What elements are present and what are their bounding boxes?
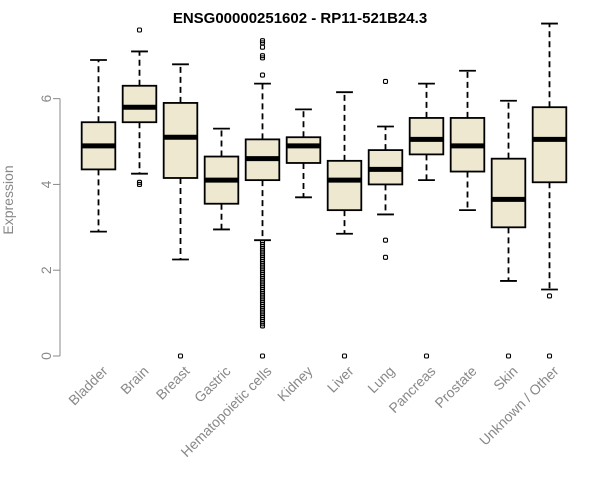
outlier-point (546, 293, 553, 299)
x-tick-label: Lung (364, 363, 397, 396)
box-group (80, 59, 117, 233)
box-group (531, 22, 568, 359)
outlier-point (505, 353, 512, 359)
x-tick-label: Bladder (65, 363, 111, 409)
outlier-point (136, 27, 143, 33)
outlier-point (259, 38, 266, 44)
y-tick-label: 6 (38, 95, 54, 103)
outlier-point (259, 239, 266, 245)
outlier-point (546, 353, 553, 359)
box (531, 106, 568, 184)
outlier-point (382, 78, 389, 85)
box (121, 84, 158, 124)
chart-title: ENSG00000251602 - RP11-521B24.3 (173, 10, 427, 27)
box-group (367, 78, 404, 260)
box (490, 157, 527, 229)
box-group (449, 69, 486, 212)
box-group (408, 82, 445, 359)
box (326, 159, 363, 212)
x-tick-label: Brain (117, 363, 151, 397)
outlier-point (382, 254, 389, 260)
box (162, 102, 199, 179)
box-group (490, 99, 527, 359)
y-tick-label: 2 (38, 266, 54, 274)
x-tick-label: Skin (490, 363, 521, 394)
x-tick-label: Liver (324, 363, 357, 396)
box (285, 136, 322, 164)
outlier-point (341, 353, 348, 359)
x-tick-label: Kidney (274, 363, 316, 405)
y-tick-label: 0 (38, 352, 54, 360)
x-tick-label: Breast (153, 363, 193, 403)
y-tick-label: 4 (38, 180, 54, 188)
outlier-point (136, 179, 143, 185)
box-group (244, 38, 281, 359)
outlier-point (177, 353, 184, 359)
box-group (285, 108, 322, 199)
box-group (326, 91, 363, 359)
y-axis: 0 2 4 6 (38, 95, 61, 360)
outlier-point (259, 353, 266, 359)
box-group (162, 63, 199, 359)
box-group (203, 127, 240, 231)
x-tick-label: Prostate (431, 363, 479, 411)
box-group (121, 27, 158, 187)
outlier-point (259, 44, 266, 50)
outlier-point (382, 237, 389, 243)
outlier-point (423, 353, 430, 359)
outlier-point (259, 72, 266, 78)
plot-area (80, 22, 568, 359)
y-axis-label: Expression (0, 165, 16, 234)
box (408, 117, 445, 156)
outlier-point (259, 53, 266, 59)
